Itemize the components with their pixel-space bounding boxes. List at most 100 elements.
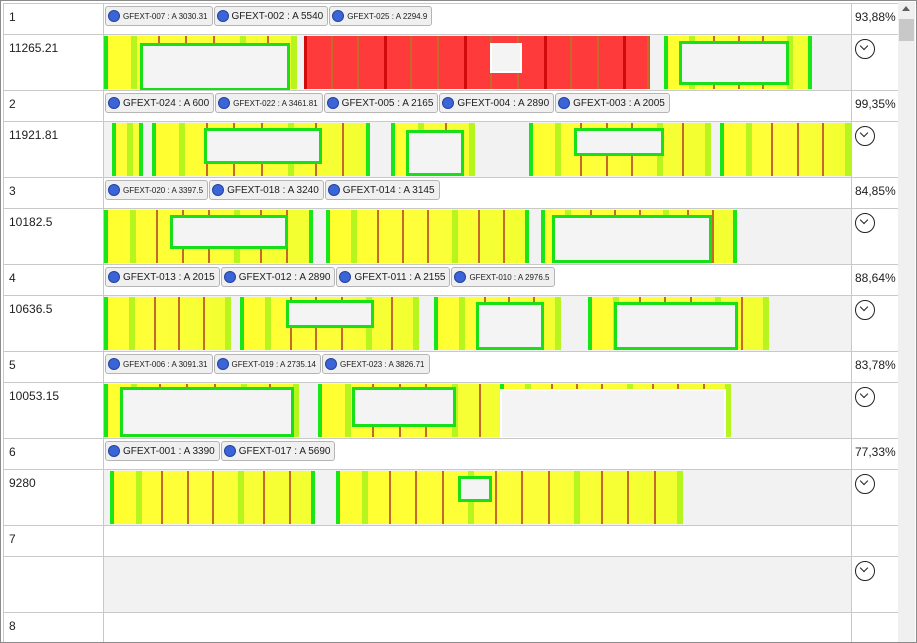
cut-piece[interactable] (326, 210, 529, 263)
profile-tag[interactable]: GFEXT-014 : A 3145 (324, 180, 440, 200)
expand-cell (851, 469, 900, 526)
cut-piece[interactable] (110, 471, 315, 524)
cut-piece[interactable] (104, 297, 231, 350)
profile-tag[interactable]: GFEXT-017 : A 5690 (220, 441, 336, 461)
utilization-percent: 83,78% (851, 351, 900, 383)
chevron-down-circle-icon[interactable] (855, 561, 875, 581)
profile-dot-icon (339, 271, 352, 283)
bar-length: 9280 (3, 469, 104, 526)
panel-joint (529, 123, 533, 176)
panel-joint (212, 471, 214, 524)
panel-joint (808, 36, 812, 89)
bar-length: 10182.5 (3, 208, 104, 265)
panel-joint (555, 297, 561, 350)
panel-joint (503, 210, 505, 263)
profile-tag[interactable]: GFEXT-001 : A 3390 (105, 441, 220, 461)
panel-joint (309, 210, 313, 263)
panel-joint (304, 36, 307, 89)
panel-joint (654, 471, 656, 524)
stock-bar (103, 382, 852, 439)
profile-dot-icon (326, 97, 339, 109)
profile-tag[interactable]: GFEXT-006 : A 3091.31 (105, 354, 213, 374)
profile-tag[interactable]: GFEXT-004 : A 2890 (439, 93, 555, 113)
chevron-down-circle-icon[interactable] (855, 39, 875, 59)
row-index: 5 (3, 351, 104, 383)
panel-joint (495, 471, 497, 524)
cut-piece[interactable] (304, 36, 650, 89)
profile-tag-label: GFEXT-018 : A 3240 (227, 184, 319, 196)
scrollbar-thumb[interactable] (899, 19, 914, 41)
profile-tag[interactable]: GFEXT-005 : A 2165 (323, 93, 439, 113)
profile-tag[interactable]: GFEXT-025 : A 2294.9 (329, 6, 433, 26)
profile-tag[interactable]: GFEXT-018 : A 3240 (209, 180, 324, 200)
tag-list: GFEXT-020 : A 3397.5 GFEXT-018 : A 3240 GF… (105, 180, 441, 200)
panel-joint (127, 123, 133, 176)
chevron-down-circle-icon[interactable] (855, 213, 875, 233)
profile-tag[interactable]: GFEXT-022 : A 3461.81 (215, 93, 323, 113)
profile-tag[interactable]: GFEXT-020 : A 3397.5 (105, 180, 209, 200)
opening-cutout (614, 302, 738, 350)
panel-joint (434, 297, 438, 350)
bar-length: 10053.15 (3, 382, 104, 439)
panel-joint (187, 471, 189, 524)
chevron-down-circle-icon[interactable] (855, 300, 875, 320)
profile-tag[interactable]: GFEXT-011 : A 2155 (336, 267, 451, 287)
utilization-percent (851, 612, 900, 642)
profile-tag[interactable]: GFEXT-013 : A 2015 (105, 267, 220, 287)
profile-dot-icon (558, 97, 571, 109)
panel-joint (469, 123, 475, 176)
chevron-down-circle-icon[interactable] (855, 387, 875, 407)
cut-piece[interactable] (112, 123, 143, 176)
vertical-scrollbar[interactable] (898, 2, 915, 642)
panel-joint (203, 297, 205, 350)
panel-joint (588, 297, 592, 350)
panel-joint (156, 210, 158, 263)
panel-joint (459, 297, 465, 350)
opening-cutout (574, 128, 664, 156)
panel-joint (601, 471, 603, 524)
tag-strip: GFEXT-024 : A 600 GFEXT-022 : A 3461.81 GF… (103, 90, 852, 122)
expand-cell (851, 208, 900, 265)
row-index: 2 (3, 90, 104, 122)
tag-list: GFEXT-001 : A 3390 GFEXT-017 : A 5690 (105, 441, 336, 461)
panel-joint (154, 297, 156, 350)
profile-tag[interactable]: GFEXT-007 : A 3030.31 (105, 6, 213, 26)
profile-tag[interactable]: GFEXT-012 : A 2890 (220, 267, 336, 287)
profile-dot-icon (223, 271, 236, 283)
arrow-up-icon[interactable] (902, 6, 910, 11)
profile-dot-icon (212, 184, 225, 196)
panel-joint (289, 471, 291, 524)
panel-joint (725, 384, 731, 437)
bar-length: 11265.21 (3, 34, 104, 91)
panel-joint (574, 471, 580, 524)
opening-cutout (140, 43, 290, 90)
panel-joint (452, 210, 458, 263)
profile-tag[interactable]: GFEXT-003 : A 2005 (555, 93, 670, 113)
panel-joint (351, 210, 357, 263)
profile-tag-label: GFEXT-010 : A 2976.5 (469, 272, 550, 282)
profile-tag[interactable]: GFEXT-010 : A 2976.5 (451, 267, 555, 287)
profile-tag[interactable]: GFEXT-002 : A 5540 (213, 6, 329, 26)
cut-piece[interactable] (720, 123, 851, 176)
profile-dot-icon (108, 184, 120, 196)
profile-tag[interactable]: GFEXT-023 : A 3826.71 (322, 354, 430, 374)
panel-joint (664, 36, 668, 89)
bar-length: 10636.5 (3, 295, 104, 352)
expand-cell (851, 295, 900, 352)
panel-joint (342, 123, 344, 176)
panel-joint (391, 123, 395, 176)
cutting-plan-grid: 1 GFEXT-007 : A 3030.31 GFEXT-002 : A 5540… (3, 3, 900, 642)
tag-list: GFEXT-024 : A 600 GFEXT-022 : A 3461.81 GF… (105, 93, 671, 113)
panel-joint (362, 471, 368, 524)
panel-joint (178, 297, 180, 350)
tag-strip (103, 612, 852, 642)
profile-tag[interactable]: GFEXT-019 : A 2735.14 (213, 354, 321, 374)
cut-piece[interactable] (336, 471, 683, 524)
chevron-down-circle-icon[interactable] (855, 126, 875, 146)
panel-joint (521, 471, 523, 524)
profile-dot-icon (218, 97, 231, 109)
tag-strip (103, 525, 852, 557)
profile-tag[interactable]: GFEXT-024 : A 600 (105, 93, 215, 113)
chevron-down-circle-icon[interactable] (855, 474, 875, 494)
panel-joint (627, 471, 629, 524)
